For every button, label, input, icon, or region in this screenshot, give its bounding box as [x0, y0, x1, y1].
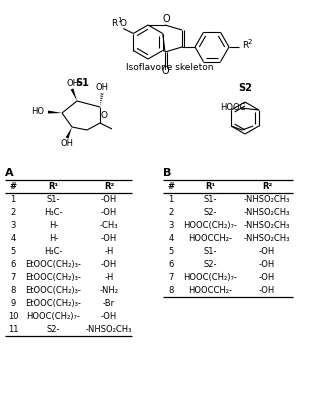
Text: 2: 2 — [168, 208, 174, 217]
Text: S2-: S2- — [203, 208, 217, 217]
Text: -NHSO₂CH₃: -NHSO₂CH₃ — [244, 221, 290, 230]
Text: R²: R² — [104, 182, 114, 191]
Text: O: O — [161, 66, 169, 76]
Text: 11: 11 — [8, 325, 18, 334]
Text: 7: 7 — [10, 273, 16, 282]
Text: S2-: S2- — [47, 325, 60, 334]
Text: -OH: -OH — [259, 260, 275, 269]
Text: H-: H- — [49, 221, 58, 230]
Text: 4: 4 — [168, 234, 174, 243]
Text: 9: 9 — [10, 299, 16, 308]
Text: S1: S1 — [75, 78, 89, 88]
Text: HOOCCH₂-: HOOCCH₂- — [188, 234, 232, 243]
Text: R: R — [242, 40, 248, 50]
Text: -NHSO₂CH₃: -NHSO₂CH₃ — [244, 208, 290, 217]
Text: -NHSO₂CH₃: -NHSO₂CH₃ — [244, 195, 290, 204]
Text: EtOOC(CH₂)₃-: EtOOC(CH₂)₃- — [25, 286, 81, 295]
Text: R¹: R¹ — [205, 182, 215, 191]
Text: S1-: S1- — [47, 195, 60, 204]
Text: R¹: R¹ — [48, 182, 59, 191]
Text: #: # — [167, 182, 175, 191]
Text: O: O — [162, 14, 170, 24]
Text: 7: 7 — [168, 273, 174, 282]
Text: 3: 3 — [168, 221, 174, 230]
Text: -H: -H — [104, 247, 114, 256]
Text: EtOOC(CH₂)₃-: EtOOC(CH₂)₃- — [25, 260, 81, 269]
Text: -NHSO₂CH₃: -NHSO₂CH₃ — [244, 234, 290, 243]
Text: 3: 3 — [10, 221, 16, 230]
Text: -Br: -Br — [103, 299, 115, 308]
Text: O: O — [120, 19, 127, 28]
Polygon shape — [71, 88, 77, 101]
Text: OH: OH — [61, 140, 73, 148]
Text: EtOOC(CH₂)₃-: EtOOC(CH₂)₃- — [25, 273, 81, 282]
Text: B: B — [163, 168, 171, 178]
Text: -OH: -OH — [101, 234, 117, 243]
Polygon shape — [66, 127, 72, 139]
Text: -OH: -OH — [259, 273, 275, 282]
Text: H-: H- — [49, 234, 58, 243]
Text: 4: 4 — [10, 234, 16, 243]
Text: HOOC(CH₂)₇-: HOOC(CH₂)₇- — [26, 312, 80, 321]
Text: 5: 5 — [10, 247, 16, 256]
Text: H₃C-: H₃C- — [44, 247, 63, 256]
Text: 6: 6 — [168, 260, 174, 269]
Text: O: O — [100, 110, 108, 120]
Polygon shape — [48, 110, 62, 114]
Text: 10: 10 — [8, 312, 18, 321]
Text: 8: 8 — [10, 286, 16, 295]
Text: -OH: -OH — [101, 208, 117, 217]
Text: -OH: -OH — [101, 312, 117, 321]
Text: -NH₂: -NH₂ — [99, 286, 118, 295]
Text: HO: HO — [32, 108, 44, 116]
Text: -NHSO₂CH₃: -NHSO₂CH₃ — [86, 325, 132, 334]
Text: HOOC: HOOC — [220, 104, 246, 112]
Text: S1-: S1- — [203, 247, 217, 256]
Text: 1: 1 — [10, 195, 16, 204]
Text: EtOOC(CH₂)₃-: EtOOC(CH₂)₃- — [25, 299, 81, 308]
Text: 2: 2 — [248, 39, 252, 45]
Text: 2: 2 — [10, 208, 16, 217]
Text: A: A — [5, 168, 14, 178]
Text: -OH: -OH — [259, 286, 275, 295]
Text: 1: 1 — [168, 195, 174, 204]
Text: 6: 6 — [10, 260, 16, 269]
Text: 8: 8 — [168, 286, 174, 295]
Text: 5: 5 — [168, 247, 174, 256]
Text: -CH₃: -CH₃ — [100, 221, 118, 230]
Text: HOOCCH₂-: HOOCCH₂- — [188, 286, 232, 295]
Text: R²: R² — [262, 182, 272, 191]
Text: -OH: -OH — [101, 260, 117, 269]
Text: S1-: S1- — [203, 195, 217, 204]
Text: S2: S2 — [238, 83, 252, 93]
Text: OH: OH — [96, 84, 109, 92]
Text: R: R — [111, 19, 118, 28]
Text: S2-: S2- — [203, 260, 217, 269]
Text: OH: OH — [67, 78, 80, 88]
Text: -OH: -OH — [101, 195, 117, 204]
Text: #: # — [10, 182, 16, 191]
Text: HOOC(CH₂)₇-: HOOC(CH₂)₇- — [183, 273, 237, 282]
Text: Isoflavone skeleton: Isoflavone skeleton — [126, 62, 214, 72]
Text: -OH: -OH — [259, 247, 275, 256]
Text: HOOC(CH₂)₇-: HOOC(CH₂)₇- — [183, 221, 237, 230]
Text: -H: -H — [104, 273, 114, 282]
Text: 1: 1 — [117, 18, 121, 24]
Text: H₃C-: H₃C- — [44, 208, 63, 217]
